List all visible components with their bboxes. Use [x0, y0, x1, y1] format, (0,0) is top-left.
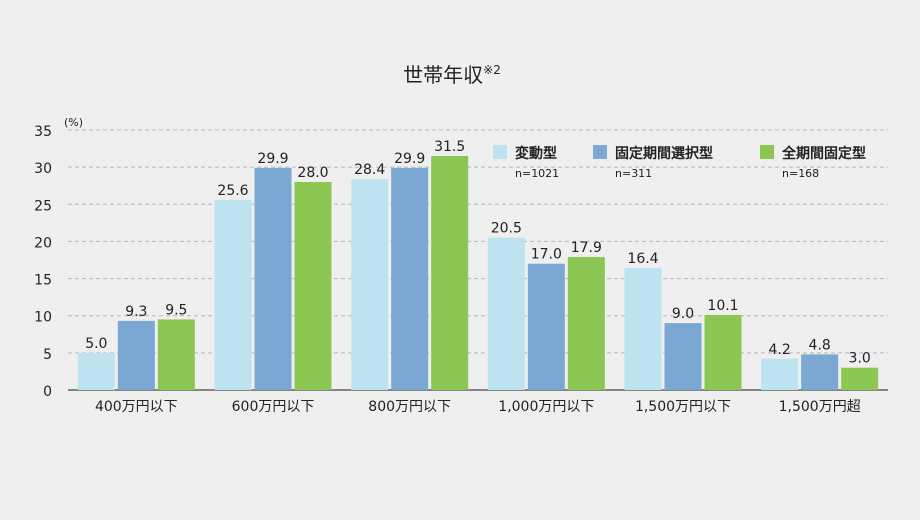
legend-item: 全期間固定型 n=168: [760, 145, 866, 180]
bar-value-label: 31.5: [434, 139, 465, 155]
bar: [487, 237, 525, 390]
bar-value-label: 3.0: [849, 351, 871, 367]
chart-title-text: 世帯年収: [403, 63, 483, 87]
bar: [567, 257, 605, 390]
bar-value-label: 20.5: [491, 221, 522, 237]
bar: [431, 156, 469, 390]
chart-title-note: ※2: [483, 63, 501, 77]
legend-item: 変動型 n=1021: [493, 145, 559, 180]
bar: [527, 263, 565, 390]
bar: [391, 167, 429, 390]
bar-value-label: 5.0: [85, 336, 107, 352]
data-labels: 5.0 9.3 9.5 25.6 29.9 28.0 28.4 29.9 31.5 20.5 17.…: [85, 139, 871, 367]
bar: [841, 367, 879, 390]
grid-lines: [68, 129, 888, 391]
legend-swatch: [493, 145, 507, 159]
legend-swatch: [760, 145, 774, 159]
legend-swatch: [593, 145, 607, 159]
legend-label: 全期間固定型: [781, 145, 866, 162]
x-tick-label: 1,500万円以下: [635, 399, 731, 415]
bar-value-label: 9.3: [125, 304, 147, 320]
y-tick-label: 25: [34, 198, 52, 214]
bar: [761, 358, 799, 390]
y-tick-label: 15: [34, 273, 52, 289]
bar-value-label: 10.1: [707, 298, 738, 314]
bar: [294, 182, 332, 390]
x-tick-label: 1,000万円以下: [498, 399, 594, 415]
bar: [351, 179, 389, 390]
bar: [157, 319, 195, 390]
bar-value-label: 29.9: [257, 151, 288, 167]
bar-value-label: 16.4: [627, 251, 658, 267]
legend-label: 変動型: [515, 145, 557, 162]
x-tick-label: 400万円以下: [95, 399, 178, 415]
bar-value-label: 28.0: [297, 165, 328, 181]
y-tick-label: 35: [34, 124, 52, 140]
x-tick-label: 1,500万円超: [779, 399, 861, 415]
legend-sample-size: n=168: [782, 167, 819, 180]
legend-sample-size: n=311: [615, 167, 652, 180]
y-tick-label: 0: [43, 384, 52, 400]
bar: [77, 352, 115, 390]
y-tick-label: 30: [34, 161, 52, 177]
bar: [664, 323, 702, 390]
bar-value-label: 17.0: [531, 247, 562, 263]
bar: [704, 314, 742, 390]
x-axis-ticks: 400万円以下 600万円以下 800万円以下 1,000万円以下 1,500万円以下 1…: [95, 399, 861, 415]
y-tick-label: 5: [43, 347, 52, 363]
bar: [801, 354, 839, 390]
legend: 変動型 n=1021 固定期間選択型 n=311 全期間固定型 n=168: [493, 145, 866, 180]
bar-value-label: 29.9: [394, 151, 425, 167]
legend-label: 固定期間選択型: [615, 145, 713, 162]
bars: [77, 156, 879, 390]
y-axis-ticks: 0 5 10 15 20 25 30 35: [34, 124, 52, 400]
bar-value-label: 25.6: [217, 183, 248, 199]
bar-value-label: 28.4: [354, 162, 385, 178]
chart-title: 世帯年収※2: [403, 63, 501, 87]
bar: [624, 268, 662, 390]
x-tick-label: 800万円以下: [368, 399, 451, 415]
bar: [117, 320, 155, 390]
bar: [214, 199, 252, 390]
bar-value-label: 4.2: [769, 342, 791, 358]
legend-sample-size: n=1021: [515, 167, 559, 180]
legend-item: 固定期間選択型 n=311: [593, 145, 713, 180]
bar-value-label: 4.8: [809, 337, 831, 353]
y-tick-label: 20: [34, 235, 52, 251]
y-axis-unit: (%): [64, 116, 83, 129]
bar-value-label: 9.0: [672, 306, 694, 322]
bar: [254, 167, 292, 390]
y-tick-label: 10: [34, 310, 52, 326]
bar-value-label: 9.5: [165, 302, 187, 318]
x-tick-label: 600万円以下: [232, 399, 315, 415]
bar-value-label: 17.9: [571, 240, 602, 256]
